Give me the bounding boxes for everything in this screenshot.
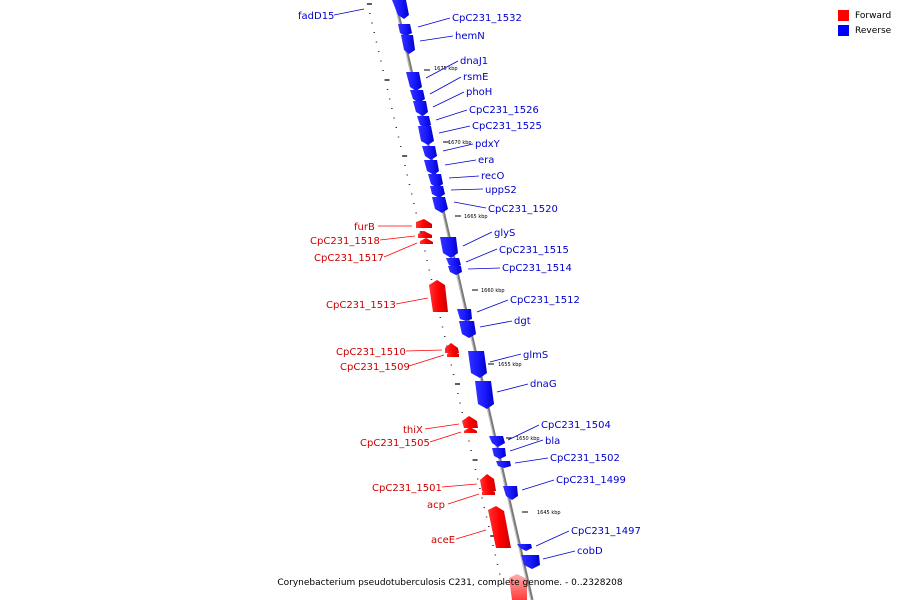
gene-aceE[interactable] bbox=[488, 506, 511, 548]
gene-bla[interactable] bbox=[492, 448, 506, 459]
label-dnaG[interactable]: dnaG bbox=[530, 379, 557, 390]
label-CpC231-1509[interactable]: CpC231_1509 bbox=[340, 362, 410, 373]
gene-glyS[interactable] bbox=[440, 237, 458, 258]
label-CpC231-1513[interactable]: CpC231_1513 bbox=[326, 300, 396, 311]
legend-reverse: Reverse bbox=[838, 23, 891, 38]
gene-CpC231-1502[interactable] bbox=[496, 461, 511, 468]
label-thiX[interactable]: thiX bbox=[403, 425, 423, 436]
label-CpC231-1514[interactable]: CpC231_1514 bbox=[502, 263, 572, 274]
forward-features bbox=[416, 219, 527, 600]
label-bla[interactable]: bla bbox=[545, 436, 560, 447]
label-hemN[interactable]: hemN bbox=[455, 31, 485, 42]
label-CpC231-1499[interactable]: CpC231_1499 bbox=[556, 475, 626, 486]
gene-CpC231-1520[interactable] bbox=[432, 197, 448, 213]
legend-reverse-label: Reverse bbox=[855, 25, 892, 36]
tick-label: 1650 kbp bbox=[516, 436, 540, 442]
label-CpC231-1510[interactable]: CpC231_1510 bbox=[336, 347, 406, 358]
label-glmS[interactable]: glmS bbox=[523, 350, 548, 361]
label-glyS[interactable]: glyS bbox=[494, 228, 515, 239]
gene-fadD15[interactable] bbox=[392, 0, 409, 19]
label-cobD[interactable]: cobD bbox=[577, 546, 603, 557]
label-CpC231-1525[interactable]: CpC231_1525 bbox=[472, 121, 542, 132]
gene-hemN[interactable] bbox=[401, 35, 415, 54]
label-CpC231-1526[interactable]: CpC231_1526 bbox=[469, 105, 539, 116]
gene-CpC231-1515[interactable] bbox=[446, 258, 461, 268]
gene-CpC231-1532[interactable] bbox=[398, 24, 412, 36]
gene-CpC231-1509[interactable] bbox=[447, 351, 459, 357]
reverse-labels: fadD15 CpC231_1532 hemN dnaJ1 rsmE phoH … bbox=[298, 8, 641, 560]
reverse-swatch bbox=[838, 25, 849, 36]
gene-cobD[interactable] bbox=[521, 555, 540, 569]
label-phoH[interactable]: phoH bbox=[466, 87, 492, 98]
gene-CpC231-1526[interactable] bbox=[417, 116, 431, 128]
gene-CpC231-1497[interactable] bbox=[517, 544, 532, 551]
label-CpC231-1501[interactable]: CpC231_1501 bbox=[372, 483, 442, 494]
tick-label: 1655 kbp bbox=[498, 362, 522, 368]
gene-dnaJ1[interactable] bbox=[406, 72, 422, 91]
gene-dnaG[interactable] bbox=[475, 381, 494, 409]
legend: Forward Reverse bbox=[838, 8, 891, 38]
gene-rsmE[interactable] bbox=[410, 90, 425, 103]
label-CpC231-1512[interactable]: CpC231_1512 bbox=[510, 295, 580, 306]
legend-forward-label: Forward bbox=[855, 10, 892, 21]
gene-glmS[interactable] bbox=[468, 351, 487, 378]
label-CpC231-1505[interactable]: CpC231_1505 bbox=[360, 438, 430, 449]
label-CpC231-1532[interactable]: CpC231_1532 bbox=[452, 13, 522, 24]
label-dgt[interactable]: dgt bbox=[514, 316, 531, 327]
tick-label: 1665 kbp bbox=[464, 214, 488, 220]
gene-CpC231-1510[interactable] bbox=[445, 343, 459, 353]
gene-CpC231-1505[interactable] bbox=[464, 427, 477, 433]
gene-dgt[interactable] bbox=[459, 321, 476, 338]
label-CpC231-1502[interactable]: CpC231_1502 bbox=[550, 453, 620, 464]
gene-phoH[interactable] bbox=[413, 101, 428, 116]
reverse-features bbox=[392, 0, 540, 569]
gene-CpC231-1525[interactable] bbox=[418, 126, 434, 145]
label-CpC231-1515[interactable]: CpC231_1515 bbox=[499, 245, 569, 256]
label-pdxY[interactable]: pdxY bbox=[475, 139, 501, 150]
map-caption: Corynebacterium pseudotuberculosis C231,… bbox=[0, 578, 900, 588]
label-era[interactable]: era bbox=[478, 155, 494, 166]
label-fadD15[interactable]: fadD15 bbox=[298, 11, 334, 22]
gene-era[interactable] bbox=[424, 160, 439, 175]
label-CpC231-1520[interactable]: CpC231_1520 bbox=[488, 204, 558, 215]
tick-label: 1675 kbp bbox=[434, 66, 458, 72]
gene-CpC231-1517[interactable] bbox=[420, 238, 433, 244]
gene-acp[interactable] bbox=[482, 488, 495, 495]
gene-uppS2[interactable] bbox=[430, 186, 445, 198]
tick-label: 1670 kbp bbox=[448, 140, 472, 146]
label-CpC231-1517[interactable]: CpC231_1517 bbox=[314, 253, 384, 264]
gene-CpC231-1512[interactable] bbox=[457, 309, 472, 321]
label-CpC231-1497[interactable]: CpC231_1497 bbox=[571, 526, 641, 537]
gene-furB[interactable] bbox=[416, 219, 432, 228]
legend-forward: Forward bbox=[838, 8, 891, 23]
label-rsmE[interactable]: rsmE bbox=[463, 72, 488, 83]
forward-swatch bbox=[838, 10, 849, 21]
gene-recO[interactable] bbox=[428, 174, 443, 188]
label-CpC231-1518[interactable]: CpC231_1518 bbox=[310, 236, 380, 247]
gene-thiX[interactable] bbox=[462, 416, 478, 428]
label-recO[interactable]: recO bbox=[481, 171, 505, 182]
label-aceE[interactable]: aceE bbox=[431, 535, 455, 546]
tick-label: 1660 kbp bbox=[481, 288, 505, 294]
tick-label: 1645 kbp bbox=[537, 510, 561, 516]
gene-CpC231-1499[interactable] bbox=[503, 486, 518, 500]
label-acp[interactable]: acp bbox=[427, 500, 445, 511]
gene-CpC231-1504[interactable] bbox=[489, 436, 505, 447]
caption-text: Corynebacterium pseudotuberculosis C231,… bbox=[277, 578, 623, 588]
scale-ticks: 1675 kbp 1670 kbp 1665 kbp 1660 kbp 1655… bbox=[424, 66, 561, 516]
gene-pdxY[interactable] bbox=[422, 146, 437, 160]
label-furB[interactable]: furB bbox=[354, 222, 375, 233]
gene-CpC231-1518[interactable] bbox=[418, 231, 432, 238]
gene-CpC231-1514[interactable] bbox=[448, 266, 462, 275]
gene-cut-off-forward[interactable] bbox=[509, 574, 527, 600]
gene-CpC231-1501[interactable] bbox=[480, 474, 496, 491]
forward-labels: furB CpC231_1518 CpC231_1517 CpC231_1513… bbox=[310, 222, 487, 546]
label-dnaJ1[interactable]: dnaJ1 bbox=[460, 56, 488, 67]
label-uppS2[interactable]: uppS2 bbox=[485, 185, 517, 196]
label-CpC231-1504[interactable]: CpC231_1504 bbox=[541, 420, 611, 431]
gene-CpC231-1513[interactable] bbox=[429, 280, 448, 312]
